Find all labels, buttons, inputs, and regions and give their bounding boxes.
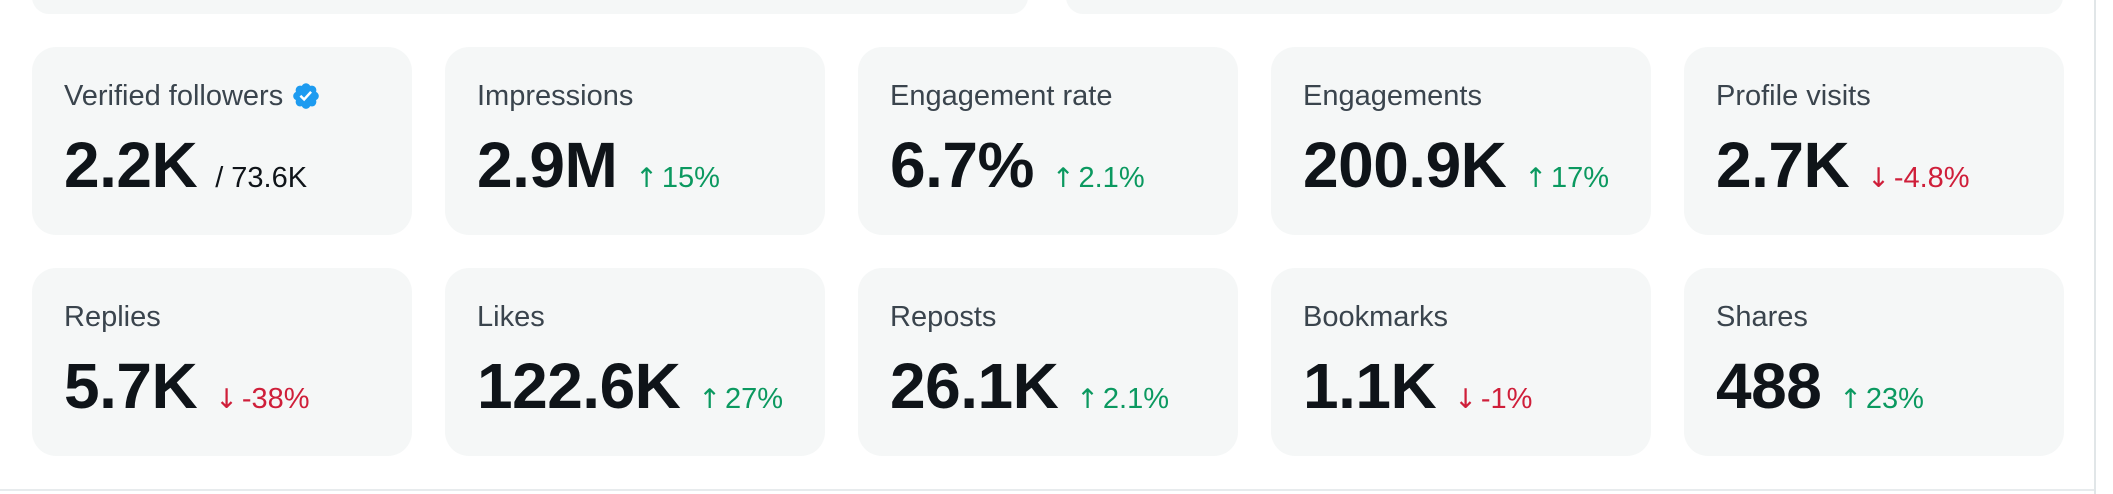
metric-value: 2.7K [1716,129,1850,201]
metric-label: Shares [1716,301,1808,333]
metric-value: 2.9M [477,129,618,201]
top-panel-left [32,0,1028,14]
metric-change: ↓ -38% [215,383,309,416]
metric-value-row: 6.7% ↑ 2.1% [890,127,1206,203]
metric-value-row: 488 ↑ 23% [1716,348,2032,424]
metric-card-engagements[interactable]: Engagements 200.9K ↑ 17% [1271,47,1651,235]
metric-value-row: 2.2K / 73.6K [64,127,380,203]
metric-value-row: 2.9M ↑ 15% [477,127,793,203]
metric-value: 488 [1716,350,1822,422]
metric-card-likes[interactable]: Likes 122.6K ↑ 27% [445,268,825,456]
scrollbar-track[interactable] [2094,0,2096,494]
arrow-up-icon: ↑ [1076,384,1099,415]
metric-card-verified-followers[interactable]: Verified followers 2.2K / 73.6K [32,47,412,235]
bottom-divider [0,489,2094,491]
metric-label: Replies [64,301,161,333]
metric-value: 1.1K [1303,350,1437,422]
metric-value-row: 200.9K ↑ 17% [1303,127,1619,203]
metric-change: ↑ 23% [1839,383,1924,416]
metric-value: 200.9K [1303,129,1507,201]
metric-change-value: 15% [661,162,720,194]
metric-change: ↑ 2.1% [1076,383,1169,416]
metric-label: Likes [477,301,545,333]
metric-value-row: 2.7K ↓ -4.8% [1716,127,2032,203]
metric-change: ↑ 17% [1524,162,1609,195]
metrics-grid: Verified followers 2.2K / 73.6K Impressi… [32,47,2064,456]
metric-change-value: -4.8% [1893,162,1970,194]
metric-change: ↑ 27% [698,383,783,416]
metric-value: 5.7K [64,350,198,422]
metric-label: Engagement rate [890,80,1113,112]
metric-change: ↓ -4.8% [1867,162,1969,195]
arrow-down-icon: ↓ [1454,384,1477,415]
metric-label: Engagements [1303,80,1482,112]
arrow-up-icon: ↑ [1051,163,1075,194]
metric-label: Verified followers [64,80,284,112]
metric-value-row: 1.1K ↓ -1% [1303,348,1619,424]
metric-card-profile-visits[interactable]: Profile visits 2.7K ↓ -4.8% [1684,47,2064,235]
metric-card-shares[interactable]: Shares 488 ↑ 23% [1684,268,2064,456]
metric-change-value: 27% [725,383,784,415]
metric-value: 26.1K [890,350,1059,422]
metric-value-row: 5.7K ↓ -38% [64,348,380,424]
metric-total: / 73.6K [215,162,308,194]
metric-change: ↓ -1% [1454,383,1532,416]
metric-change-value: -38% [241,383,310,415]
arrow-down-icon: ↓ [215,384,238,415]
metric-card-impressions[interactable]: Impressions 2.9M ↑ 15% [445,47,825,235]
metric-label: Reposts [890,301,997,333]
metric-change-value: 2.1% [1102,383,1170,415]
metric-card-bookmarks[interactable]: Bookmarks 1.1K ↓ -1% [1271,268,1651,456]
metric-label: Bookmarks [1303,301,1449,333]
metric-change: ↑ 2.1% [1052,162,1145,195]
metric-value: 2.2K [64,129,198,201]
metric-change-value: 2.1% [1078,162,1145,194]
metric-label-wrap: Verified followers [64,79,380,113]
metric-value-row: 26.1K ↑ 2.1% [890,348,1206,424]
metric-change: ↑ 15% [635,162,720,195]
arrow-up-icon: ↑ [698,384,721,415]
metric-label: Profile visits [1716,80,1871,112]
metric-label: Impressions [477,80,634,112]
metric-value: 122.6K [477,350,681,422]
top-panel-right [1066,0,2063,14]
arrow-down-icon: ↓ [1867,163,1890,194]
metric-card-engagement-rate[interactable]: Engagement rate 6.7% ↑ 2.1% [858,47,1238,235]
metric-change-value: 17% [1551,162,1610,194]
metric-value: 6.7% [890,129,1034,201]
metric-card-replies[interactable]: Replies 5.7K ↓ -38% [32,268,412,456]
metric-change-value: 23% [1865,383,1924,415]
arrow-up-icon: ↑ [1839,384,1862,415]
metric-change-value: -1% [1480,383,1533,415]
arrow-up-icon: ↑ [635,163,658,194]
arrow-up-icon: ↑ [1524,163,1547,194]
verified-badge-icon [293,83,320,109]
metric-value-row: 122.6K ↑ 27% [477,348,793,424]
metric-card-reposts[interactable]: Reposts 26.1K ↑ 2.1% [858,268,1238,456]
